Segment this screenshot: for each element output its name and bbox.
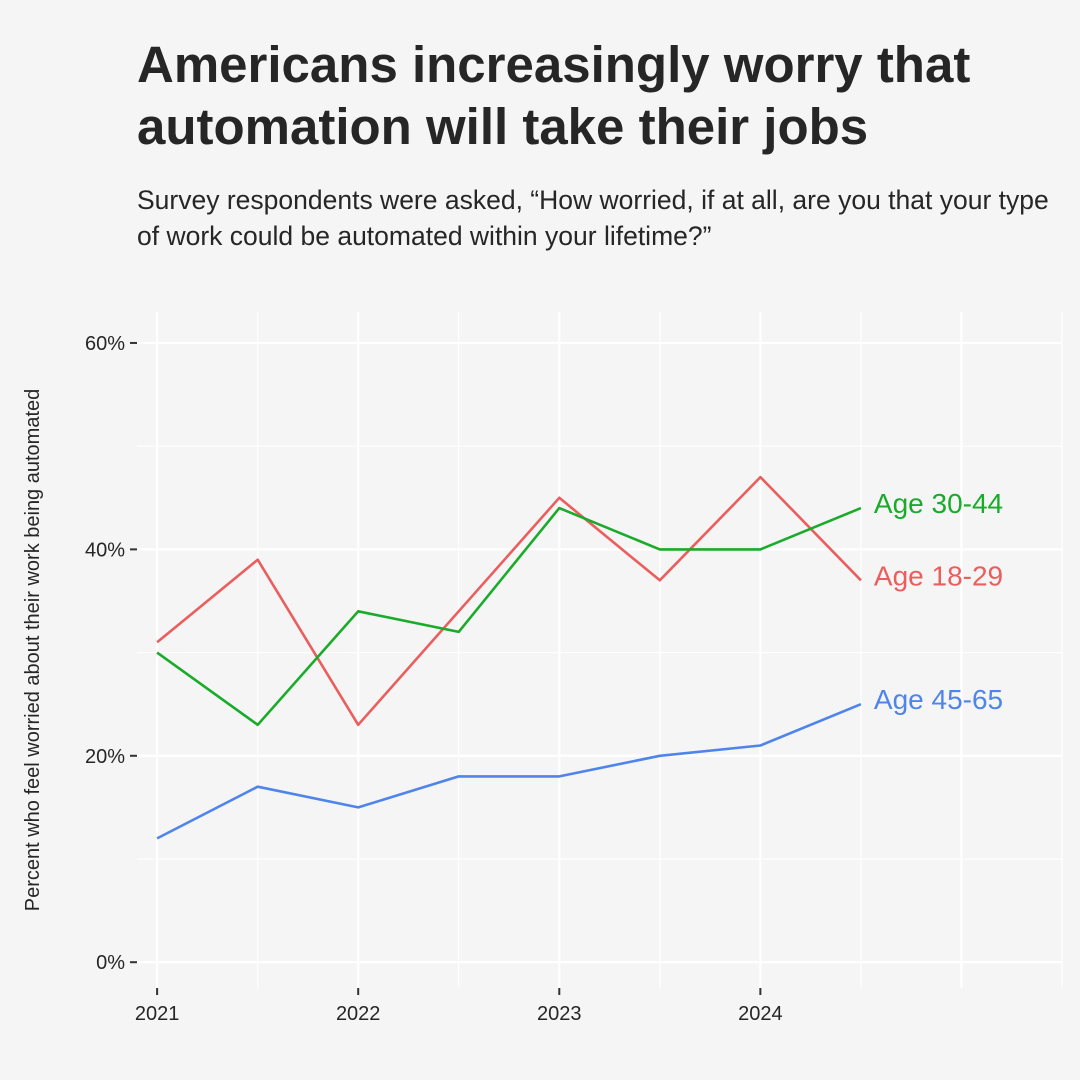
series-label-age-18-29: Age 18-29: [874, 560, 1003, 591]
y-axis-title: Percent who feel worried about their wor…: [22, 389, 44, 912]
x-tick-label: 2024: [738, 1003, 783, 1025]
y-tick-label: 0%: [96, 952, 125, 974]
axes: 0% 20% 40% 60% 2021 2022 2023 2024 Percent who f…: [22, 333, 783, 1025]
series-lines: [156, 475, 862, 840]
x-tick-label: 2022: [336, 1003, 381, 1025]
y-tick-label: 40%: [85, 539, 125, 561]
series-label-age-30-44: Age 30-44: [874, 488, 1003, 519]
x-tick-label: 2021: [135, 1003, 180, 1025]
grid-lines: [137, 312, 1063, 988]
series-label-age-45-65: Age 45-65: [874, 684, 1003, 715]
series-labels: Age 18-29 Age 30-44 Age 45-65: [874, 488, 1003, 715]
series-line-age-18-29: [156, 475, 862, 727]
y-tick-label: 60%: [85, 333, 125, 355]
chart-subtitle: Survey respondents were asked, “How worr…: [137, 185, 1049, 251]
y-tick-label: 20%: [85, 746, 125, 768]
chart-title: Americans increasingly worry that automa…: [137, 36, 971, 155]
series-line-age-45-65: [156, 702, 862, 840]
x-tick-label: 2023: [537, 1003, 582, 1025]
series-line-age-30-44: [156, 506, 862, 727]
